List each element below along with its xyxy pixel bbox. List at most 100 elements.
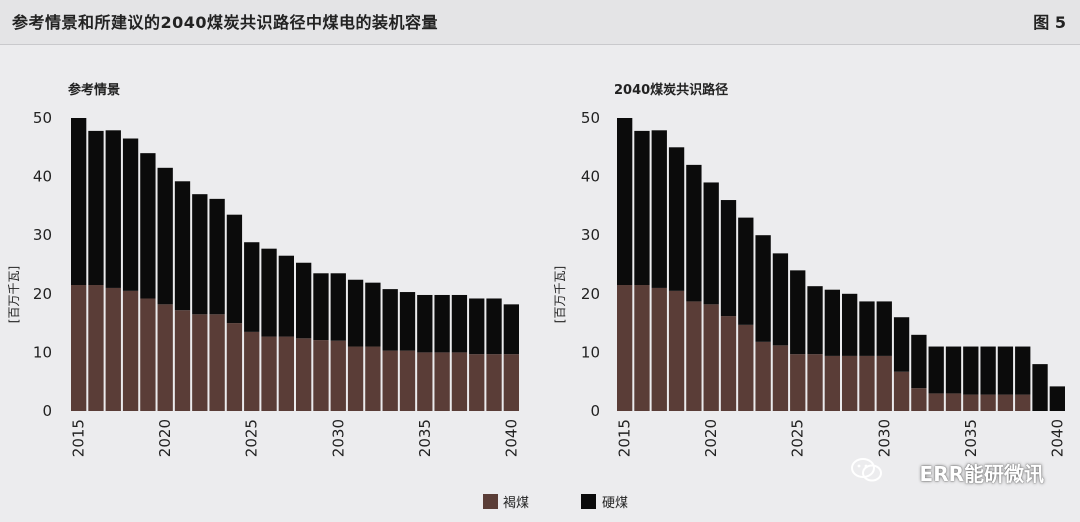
y-tick-label: 30 xyxy=(33,226,52,244)
y-axis-label: [百万千瓦] xyxy=(7,266,21,323)
bar-lignite xyxy=(122,290,139,411)
bar-hard-coal xyxy=(434,294,450,353)
bar-lignite xyxy=(772,345,789,411)
bar-hard-coal xyxy=(772,253,789,346)
bar-lignite xyxy=(399,350,416,411)
bar-hard-coal xyxy=(790,270,806,355)
bar-hard-coal xyxy=(347,279,364,347)
bar-hard-coal xyxy=(226,214,243,324)
bar-hard-coal xyxy=(617,118,633,286)
bar-lignite xyxy=(313,340,329,411)
bar-hard-coal xyxy=(997,346,1014,395)
legend-label: 褐煤 xyxy=(503,496,529,511)
x-tick-label: 2015 xyxy=(70,419,88,457)
y-tick-label: 0 xyxy=(42,402,52,420)
bar-hard-coal xyxy=(261,248,277,337)
bar-lignite xyxy=(278,336,294,411)
bar-lignite xyxy=(755,341,771,411)
bar-hard-coal xyxy=(192,194,208,315)
bar-lignite xyxy=(417,352,433,411)
bar-hard-coal xyxy=(365,282,381,347)
bar-lignite xyxy=(296,338,312,411)
bar-lignite xyxy=(876,355,892,411)
bar-hard-coal xyxy=(703,182,719,305)
bar-lignite xyxy=(738,324,754,411)
bar-hard-coal xyxy=(945,346,962,394)
x-tick-label: 2020 xyxy=(156,419,174,457)
bar-lignite xyxy=(997,394,1014,411)
bar-hard-coal xyxy=(1049,386,1065,411)
bar-hard-coal xyxy=(209,198,225,315)
bar-lignite xyxy=(1015,394,1031,411)
x-tick-label: 2025 xyxy=(789,419,807,457)
legend-label: 硬煤 xyxy=(602,496,628,511)
bar-lignite xyxy=(469,354,485,411)
bar-lignite xyxy=(226,323,243,411)
bar-lignite xyxy=(963,394,979,411)
x-tick-label: 2035 xyxy=(962,419,980,457)
wechat-icon xyxy=(851,458,882,482)
bar-hard-coal xyxy=(1032,364,1048,411)
bar-lignite xyxy=(244,331,260,411)
bar-hard-coal xyxy=(824,289,840,356)
bar-hard-coal xyxy=(651,130,667,288)
chart-header: 参考情景和所建议的2040煤炭共识路径中煤电的装机容量 图 5 xyxy=(0,0,1080,45)
bar-lignite xyxy=(330,340,346,411)
y-tick-label: 20 xyxy=(33,285,52,303)
y-tick-label: 10 xyxy=(33,343,52,361)
bar-hard-coal xyxy=(738,217,754,325)
figure-label: 图 5 xyxy=(1033,13,1066,32)
bar-lignite xyxy=(617,285,633,411)
bar-lignite xyxy=(347,346,364,411)
bar-hard-coal xyxy=(720,200,737,317)
bar-hard-coal xyxy=(71,118,87,286)
legend-swatch xyxy=(581,494,596,509)
bar-hard-coal xyxy=(417,294,433,353)
chart-subtitle: 参考情景 xyxy=(68,82,120,98)
bar-lignite xyxy=(503,354,519,411)
y-tick-label: 10 xyxy=(581,343,600,361)
bar-hard-coal xyxy=(382,289,398,351)
bar-hard-coal xyxy=(634,130,650,286)
bar-lignite xyxy=(911,388,927,411)
bar-lignite xyxy=(859,355,875,411)
bar-hard-coal xyxy=(893,317,910,372)
bar-hard-coal xyxy=(1015,346,1031,395)
bar-lignite xyxy=(824,355,840,411)
bar-hard-coal xyxy=(296,262,312,339)
bar-lignite xyxy=(720,316,737,411)
bar-hard-coal xyxy=(755,235,771,342)
y-tick-label: 50 xyxy=(581,109,600,127)
y-tick-label: 20 xyxy=(581,285,600,303)
bar-lignite xyxy=(105,287,121,411)
bar-hard-coal xyxy=(451,294,468,353)
y-tick-label: 0 xyxy=(590,402,600,420)
bar-hard-coal xyxy=(313,273,329,341)
bar-lignite xyxy=(434,352,450,411)
page-title: 参考情景和所建议的2040煤炭共识路径中煤电的装机容量 xyxy=(12,13,439,32)
bar-lignite xyxy=(842,355,858,411)
bar-hard-coal xyxy=(686,164,702,302)
bar-lignite xyxy=(807,354,823,411)
y-tick-label: 40 xyxy=(581,168,600,186)
y-axis-label: [百万千瓦] xyxy=(553,266,567,323)
bar-lignite xyxy=(686,301,702,411)
x-tick-label: 2030 xyxy=(329,419,347,457)
bar-lignite xyxy=(71,285,87,411)
x-tick-label: 2040 xyxy=(502,419,520,457)
bar-hard-coal xyxy=(244,242,260,332)
bar-lignite xyxy=(157,304,173,411)
bar-hard-coal xyxy=(140,153,156,299)
bar-lignite xyxy=(209,314,225,411)
bar-hard-coal xyxy=(963,346,979,395)
bar-hard-coal xyxy=(122,138,139,291)
bar-hard-coal xyxy=(469,298,485,355)
y-tick-label: 30 xyxy=(581,226,600,244)
bar-lignite xyxy=(451,352,468,411)
bar-hard-coal xyxy=(911,334,927,389)
bar-hard-coal xyxy=(174,181,191,311)
watermark: ERR能研微讯 xyxy=(919,462,1044,486)
bar-lignite xyxy=(651,287,667,411)
bar-hard-coal xyxy=(105,130,121,288)
